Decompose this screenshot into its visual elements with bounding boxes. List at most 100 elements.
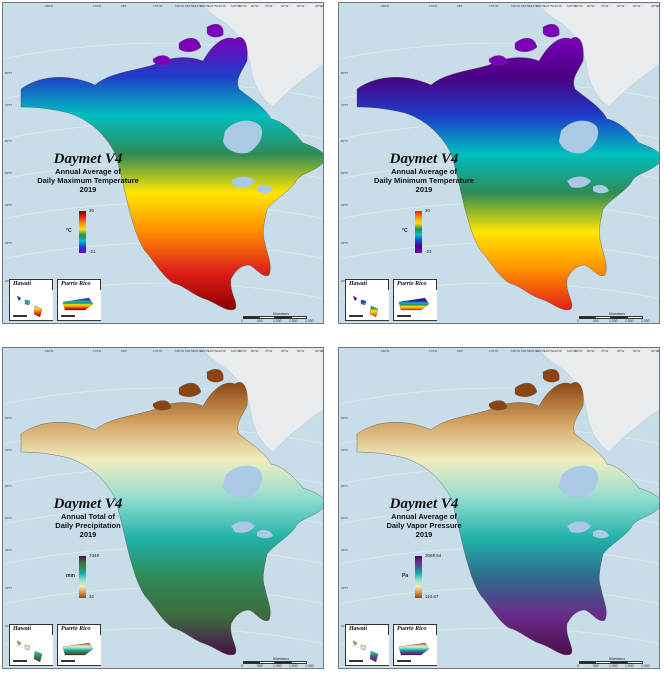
scale-bar-tick: 1,000 bbox=[273, 319, 282, 323]
longitude-label: 180° bbox=[121, 349, 128, 353]
scale-bar-tick: 500 bbox=[593, 664, 599, 668]
map-vp bbox=[339, 348, 659, 668]
title-block: Daymet V4 Annual Average of Daily Vapor Pr… bbox=[369, 496, 479, 539]
great-lakes bbox=[567, 176, 609, 194]
latitude-label: 30°N bbox=[341, 586, 348, 590]
longitude-label: 90°W bbox=[575, 349, 583, 353]
map-subtitle-line: Annual Average of bbox=[55, 167, 121, 176]
scale-bar-tick: 0 bbox=[577, 664, 579, 668]
scale-bar-unit: Kilometers bbox=[609, 657, 626, 661]
longitude-label: 50°W bbox=[633, 4, 641, 8]
longitude-label: 130°W bbox=[200, 4, 210, 8]
scale-bar-segment bbox=[579, 316, 595, 319]
legend-max-value: 3069.54 bbox=[425, 553, 442, 558]
longitude-label: 100°W bbox=[231, 4, 241, 8]
latitude-label: 80°N bbox=[5, 71, 12, 75]
longitude-label: 170°E bbox=[429, 4, 438, 8]
scale-bar-segment bbox=[259, 316, 275, 319]
latitude-label: 50°N bbox=[5, 516, 12, 520]
title-block: Daymet V4 Annual Total of Daily Precipitat… bbox=[33, 496, 143, 539]
inset-map bbox=[11, 290, 53, 320]
inset-map bbox=[395, 635, 437, 665]
latitude-label: 30°N bbox=[341, 241, 348, 245]
latitude-label: 20°N bbox=[341, 279, 348, 283]
longitude-label: 120°W bbox=[208, 349, 218, 353]
scale-bar-tick: 1,000 bbox=[273, 664, 282, 668]
inset-label: Hawaii bbox=[13, 281, 32, 287]
map-panel-tmax: 160°E 170°E 180° 170°W 160°W 150°W 140°W 130°W 1… bbox=[2, 2, 324, 324]
legend-max-value: 35 bbox=[89, 208, 95, 213]
longitude-label: 30°W bbox=[657, 349, 659, 353]
latitude-label: 30°N bbox=[5, 241, 12, 245]
longitude-label: 80°W bbox=[251, 349, 259, 353]
latitude-label: 70°N bbox=[341, 103, 348, 107]
map-subtitle-line: Daily Maximum Temperature bbox=[37, 176, 139, 185]
scale-bar-tick: 0 bbox=[241, 664, 243, 668]
scale-bar: 0 500 1,000 1,500 2,000 Kilometers bbox=[577, 657, 659, 668]
scale-bar-tick: 500 bbox=[257, 319, 263, 323]
longitude-label: 140°W bbox=[193, 4, 203, 8]
map-title: Daymet V4 bbox=[53, 496, 123, 512]
scale-bar: 0 500 1,000 1,500 2,000 Kilometers bbox=[241, 657, 323, 668]
inset-map bbox=[347, 635, 389, 665]
scale-bar-segment bbox=[627, 661, 643, 664]
legend-min-value: -21 bbox=[89, 249, 96, 254]
longitude-label: 160°E bbox=[45, 349, 54, 353]
map-subtitle-line: Daily Minimum Temperature bbox=[374, 176, 474, 185]
longitude-label: 40°W bbox=[651, 349, 659, 353]
inset-label: Hawaii bbox=[349, 281, 368, 287]
inset-label: Puerto Rico bbox=[61, 626, 91, 632]
map-subtitle-line: Daily Vapor Pressure bbox=[386, 521, 462, 530]
scale-bar-unit: Kilometers bbox=[273, 657, 290, 661]
inset-puerto-rico: Puerto Rico bbox=[393, 279, 437, 321]
longitude-label: 170°W bbox=[489, 4, 499, 8]
great-lakes bbox=[567, 521, 609, 539]
longitude-label: 170°W bbox=[153, 349, 163, 353]
inset-map bbox=[395, 290, 437, 320]
latitude-label: 30°N bbox=[5, 586, 12, 590]
map-subtitle-line: 2019 bbox=[79, 185, 97, 194]
longitude-label: 140°W bbox=[529, 4, 539, 8]
inset-puerto-rico: Puerto Rico bbox=[57, 279, 101, 321]
longitude-label: 110°W bbox=[217, 349, 226, 353]
longitude-label: 70°W bbox=[601, 349, 609, 353]
scale-bar-segment bbox=[243, 661, 259, 664]
map-subtitle-line: 2019 bbox=[415, 185, 433, 194]
inset-label: Puerto Rico bbox=[61, 281, 91, 287]
map-panel-vp: 160°E 170°E 180° 170°W 160°W 150°W 140°W 130°W 1… bbox=[338, 347, 660, 669]
latitude-label: 40°N bbox=[341, 548, 348, 552]
longitude-label: 120°W bbox=[208, 4, 218, 8]
longitude-label: 180° bbox=[121, 4, 128, 8]
longitude-label: 40°W bbox=[315, 4, 323, 8]
scale-bar-tick: 2,000 bbox=[305, 664, 314, 668]
legend-unit: mm bbox=[66, 573, 75, 579]
inset-label: Puerto Rico bbox=[397, 626, 427, 632]
longitude-label: 70°W bbox=[601, 4, 609, 8]
scale-bar-segment bbox=[595, 316, 611, 319]
arctic-islands bbox=[488, 24, 560, 66]
scale-bar-tick: 1,500 bbox=[289, 319, 298, 323]
longitude-label: 140°W bbox=[193, 349, 203, 353]
hudson-bay bbox=[223, 120, 263, 154]
longitude-label: 150°W bbox=[185, 349, 195, 353]
longitude-label: 170°W bbox=[153, 4, 163, 8]
scale-bar-tick: 1,500 bbox=[625, 664, 634, 668]
scale-bar-tick: 1,000 bbox=[609, 319, 618, 323]
color-legend: 7349 32 mm bbox=[65, 553, 125, 602]
longitude-label: 160°E bbox=[381, 4, 390, 8]
legend-color-bar bbox=[79, 211, 86, 253]
legend-color-bar bbox=[79, 556, 86, 598]
longitude-label: 150°W bbox=[521, 4, 531, 8]
longitude-label: 170°W bbox=[489, 349, 499, 353]
map-subtitle-line: Annual Average of bbox=[391, 167, 457, 176]
longitude-label: 110°W bbox=[217, 4, 226, 8]
legend-min-value: 32 bbox=[89, 594, 95, 599]
inset-hawaii: Hawaii bbox=[9, 279, 53, 321]
longitude-label: 180° bbox=[457, 349, 464, 353]
north-america-raster bbox=[356, 382, 659, 656]
longitude-label: 60°W bbox=[617, 4, 625, 8]
legend-min-value: -23 bbox=[425, 249, 432, 254]
inset-label: Puerto Rico bbox=[397, 281, 427, 287]
longitude-label: 100°W bbox=[567, 4, 577, 8]
scale-bar-segment bbox=[243, 316, 259, 319]
